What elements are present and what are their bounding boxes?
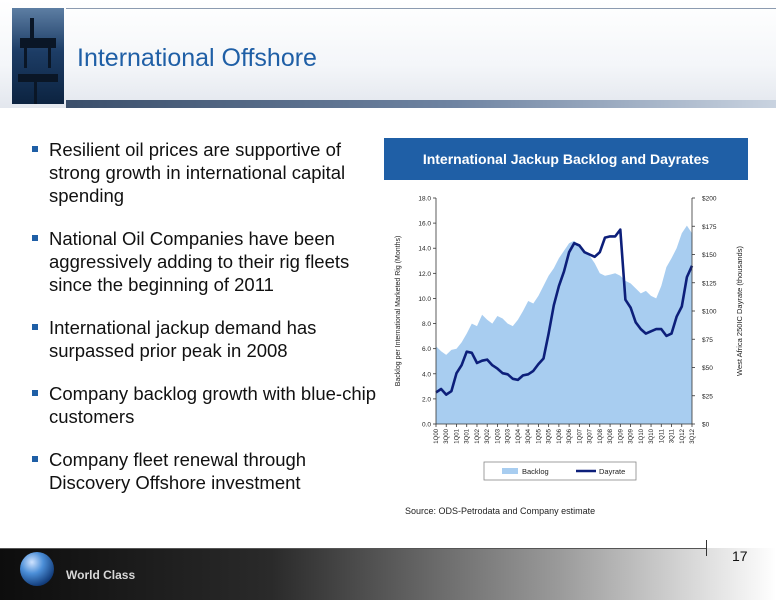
bullet-square-icon <box>32 235 38 241</box>
x-tick-label: 3Q00 <box>444 428 450 443</box>
x-tick-label: 1Q09 <box>618 428 624 443</box>
x-tick-label: 1Q02 <box>475 428 481 443</box>
offshore-rig-photo <box>12 8 64 104</box>
footer-band <box>0 548 776 600</box>
right-axis-title: West Africa 250IC Dayrate (thousands) <box>735 246 744 376</box>
left-tick-label: 14.0 <box>418 246 431 253</box>
left-tick-label: 16.0 <box>418 221 431 228</box>
bullet-text: Company backlog growth with blue-chip cu… <box>49 383 377 427</box>
header-divider-bar <box>66 100 776 108</box>
right-tick-label: $25 <box>702 393 713 400</box>
legend-label-dayrate: Dayrate <box>599 467 625 476</box>
legend-box <box>483 461 637 481</box>
left-tick-label: 6.0 <box>422 346 431 353</box>
x-tick-label: 1Q00 <box>434 428 440 443</box>
x-tick-label: 1Q08 <box>598 428 604 443</box>
left-tick-label: 12.0 <box>418 271 431 278</box>
x-tick-label: 1Q01 <box>454 428 460 443</box>
bullet-item: Company backlog growth with blue-chip cu… <box>28 382 378 428</box>
x-tick-label: 3Q01 <box>465 428 471 443</box>
right-tick-label: $150 <box>702 252 717 259</box>
right-tick-label: $100 <box>702 309 717 316</box>
x-tick-label: 3Q12 <box>690 428 696 443</box>
left-axis-title: Backlog per International Marketed Rig (… <box>395 236 402 387</box>
x-tick-label: 1Q07 <box>577 428 583 443</box>
right-tick-label: $125 <box>702 280 717 287</box>
globe-icon <box>20 552 54 586</box>
right-tick-label: $50 <box>702 365 713 372</box>
bullet-square-icon <box>32 146 38 152</box>
bullet-text: Company fleet renewal through Discovery … <box>49 449 307 493</box>
left-tick-label: 8.0 <box>422 321 431 328</box>
x-tick-label: 1Q12 <box>680 428 686 443</box>
x-tick-label: 1Q11 <box>659 428 665 443</box>
footer-tick <box>706 540 707 556</box>
footer-brand: World Class <box>66 568 136 582</box>
x-tick-label: 1Q03 <box>495 428 501 443</box>
x-tick-label: 3Q10 <box>649 428 655 443</box>
bullet-item: Company fleet renewal through Discovery … <box>28 448 378 494</box>
right-tick-label: $75 <box>702 337 713 344</box>
left-tick-label: 4.0 <box>422 371 431 378</box>
x-tick-label: 3Q11 <box>670 428 676 443</box>
footer-rule <box>0 548 706 549</box>
x-tick-label: 3Q03 <box>506 428 512 443</box>
x-tick-label: 1Q10 <box>639 428 645 443</box>
dayrate-line <box>435 228 694 396</box>
x-tick-label: 1Q04 <box>516 428 522 443</box>
x-tick-label: 3Q06 <box>567 428 573 443</box>
x-tick-label: 1Q05 <box>536 428 542 443</box>
header-band <box>0 0 776 108</box>
backlog-area <box>436 225 692 424</box>
x-tick-label: 3Q08 <box>608 428 614 443</box>
chart-source-note: Source: ODS-Petrodata and Company estima… <box>405 506 596 516</box>
page-title: International Offshore <box>77 44 317 72</box>
bullet-text: Resilient oil prices are supportive of s… <box>49 139 346 206</box>
bullet-square-icon <box>32 456 38 462</box>
chart-title-banner: International Jackup Backlog and Dayrate… <box>384 138 748 180</box>
left-tick-label: 10.0 <box>418 296 431 303</box>
bullet-item: Resilient oil prices are supportive of s… <box>28 138 378 207</box>
bullet-text: National Oil Companies have been aggress… <box>49 228 350 295</box>
page-number: 17 <box>732 548 748 564</box>
x-tick-label: 3Q05 <box>547 428 553 443</box>
x-tick-label: 3Q02 <box>485 428 491 443</box>
left-tick-label: 18.0 <box>418 196 431 203</box>
bullet-square-icon <box>32 324 38 330</box>
bullet-list: Resilient oil prices are supportive of s… <box>28 138 378 514</box>
x-tick-label: 3Q04 <box>526 428 532 443</box>
legend-label-backlog: Backlog <box>522 467 549 476</box>
bullet-item: National Oil Companies have been aggress… <box>28 227 378 296</box>
x-tick-label: 3Q07 <box>588 428 594 443</box>
x-tick-label: 3Q09 <box>629 428 635 443</box>
bullet-item: International jackup demand has surpasse… <box>28 316 378 362</box>
right-tick-label: $200 <box>702 196 717 203</box>
right-tick-label: $0 <box>702 422 710 429</box>
right-tick-label: $175 <box>702 224 717 231</box>
left-tick-label: 0.0 <box>422 422 431 429</box>
legend-swatch-backlog <box>502 468 518 474</box>
left-tick-label: 2.0 <box>422 396 431 403</box>
backlog-dayrate-chart: 0.0 2.0 4.0 6.0 8.0 10.0 12.0 14.0 16.0 18.0 $0 $25… <box>395 196 744 481</box>
header-top-rule <box>66 8 776 9</box>
bullet-square-icon <box>32 390 38 396</box>
x-tick-label: 1Q06 <box>557 428 563 443</box>
bullet-text: International jackup demand has surpasse… <box>49 317 317 361</box>
